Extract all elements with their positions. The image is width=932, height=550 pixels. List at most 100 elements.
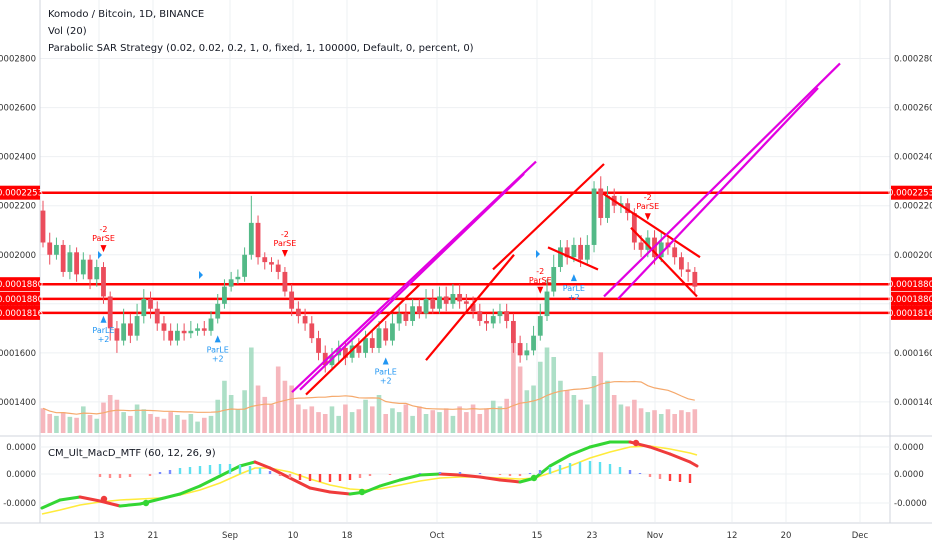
candle-body <box>531 335 536 351</box>
candle-body <box>242 254 247 277</box>
macd-histogram-bar <box>558 465 562 474</box>
buy-arrow-icon <box>214 335 221 343</box>
volume-bar <box>343 404 348 433</box>
candle-body <box>558 247 563 268</box>
candle-body <box>47 242 53 255</box>
volume-bar <box>349 412 355 433</box>
macd-tick-right: 0.0000 <box>894 470 924 480</box>
x-tick-label: 18 <box>342 531 353 541</box>
volume-bar <box>309 406 315 433</box>
volume-bar <box>443 408 449 433</box>
level-label-left: 0.0001816 <box>0 309 43 319</box>
candle-body <box>40 210 46 243</box>
candle-body <box>181 330 187 334</box>
volume-bar <box>544 347 550 433</box>
volume-bar <box>114 399 120 433</box>
trendline <box>603 62 841 298</box>
volume-bar <box>672 414 677 433</box>
chart-title: Komodo / Bitcoin, 1D, BINANCE <box>48 9 205 20</box>
macd-line-segment <box>418 472 442 477</box>
x-tick-label: 12 <box>727 531 738 541</box>
candle-body <box>269 262 274 265</box>
candle-body <box>497 311 503 317</box>
y-tick-right: 0.0002200 <box>894 202 932 212</box>
trendline <box>547 246 599 271</box>
candle-body <box>551 267 557 292</box>
volume-bar <box>148 414 153 433</box>
volume-bar <box>40 408 46 433</box>
macd-histogram-bar <box>368 474 372 476</box>
candle-body <box>248 222 254 255</box>
macd-tick-right: 0.0000 <box>894 443 924 453</box>
volume-bar <box>255 385 261 433</box>
macd-histogram-bar <box>328 474 332 482</box>
candle-body <box>383 328 389 341</box>
volume-bar <box>470 404 476 433</box>
candle-body <box>416 306 422 314</box>
macd-histogram-bar <box>178 468 182 474</box>
signal-label: ParLE <box>375 368 397 377</box>
macd-histogram-bar <box>348 474 352 480</box>
candle-body <box>605 195 610 218</box>
macd-histogram-bar <box>148 474 152 476</box>
y-tick-left: 0.0002400 <box>0 153 36 163</box>
candle-body <box>457 294 463 302</box>
candle-body <box>591 188 597 245</box>
y-tick-left: 0.0002200 <box>0 202 36 212</box>
level-pill-left <box>0 305 40 320</box>
volume-bar <box>94 418 100 433</box>
candle-body <box>295 308 301 317</box>
volume-bar <box>67 416 73 433</box>
trendline <box>425 254 515 361</box>
volume-bar <box>289 385 294 433</box>
candle-body <box>584 244 590 260</box>
level-pill-left <box>0 291 40 306</box>
macd-line-segment <box>478 475 502 482</box>
candle-body <box>363 338 368 353</box>
macd-histogram-bar <box>168 470 172 474</box>
macd-histogram-bar <box>418 473 422 474</box>
macd-histogram-bar <box>298 474 302 480</box>
x-tick-label: Dec <box>852 531 869 541</box>
macd-line-segment <box>158 492 182 501</box>
candle-body <box>356 345 362 353</box>
macd-line-segment <box>178 484 202 496</box>
candle-body <box>195 328 200 331</box>
volume-bar <box>329 406 335 433</box>
volume-bar <box>625 406 630 433</box>
volume-bar <box>571 395 577 433</box>
volume-bar <box>60 412 66 433</box>
candle-body <box>463 301 469 304</box>
candle-body <box>94 267 100 280</box>
volume-bar <box>430 410 436 433</box>
volume-bar <box>511 338 516 433</box>
x-tick-label: 10 <box>288 531 299 541</box>
volume-bar <box>591 376 597 433</box>
candle-body <box>450 294 456 304</box>
volume-bar <box>188 414 194 433</box>
volume-bar <box>477 414 483 433</box>
volume-bar <box>101 402 106 433</box>
level-label-right: 0.0001816 <box>888 309 932 319</box>
y-tick-left: 0.0001600 <box>0 349 36 359</box>
candle-body <box>175 330 180 341</box>
candle-body <box>208 318 214 331</box>
volume-bar <box>564 390 570 433</box>
macd-histogram-bar <box>668 474 672 481</box>
volume-bar <box>74 417 79 433</box>
volume-bar <box>504 398 509 433</box>
level-pill-right <box>891 277 932 292</box>
candle-body <box>524 350 530 356</box>
volume-bar <box>161 418 167 433</box>
y-tick-left: 0.0002800 <box>0 55 36 65</box>
signal-label: ParSE <box>636 202 659 211</box>
volume-bar <box>195 421 200 433</box>
y-tick-right: 0.0001600 <box>894 349 932 359</box>
candle-body <box>598 188 604 218</box>
candle-body <box>201 328 207 331</box>
y-tick-right: 0.0002800 <box>894 55 932 65</box>
macd-histogram-bar <box>688 474 692 483</box>
macd-line-segment <box>328 490 352 496</box>
volume-bar <box>450 415 456 433</box>
